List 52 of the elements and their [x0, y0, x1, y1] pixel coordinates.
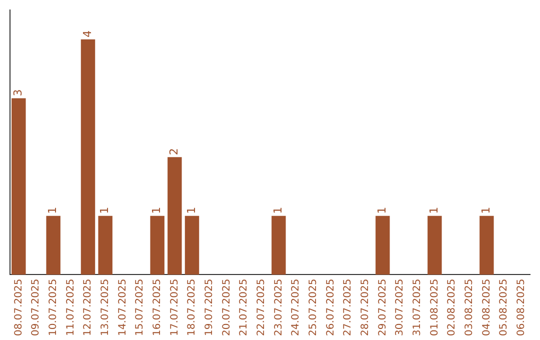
data-label: 3	[12, 89, 25, 96]
x-tick-label: 31.07.2025	[412, 278, 423, 336]
data-label: 1	[272, 206, 285, 214]
x-tick-label: 15.07.2025	[134, 278, 146, 336]
x-tick-label: 22.07.2025	[256, 278, 267, 336]
bar	[12, 98, 26, 275]
data-label: 1	[98, 206, 112, 214]
bar	[428, 216, 442, 275]
x-tick-label: 01.08.2025	[429, 278, 440, 336]
bar	[168, 157, 182, 275]
bar	[46, 216, 60, 275]
x-tick-label: 23.07.2025	[273, 278, 284, 336]
x-tick-label: 19.07.2025	[204, 278, 215, 336]
bar	[376, 216, 390, 275]
x-tick-label: 13.07.2025	[100, 278, 111, 336]
data-label: 1	[150, 206, 164, 214]
x-tick-label: 05.08.2025	[498, 278, 510, 336]
x-tick-label: 09.07.2025	[30, 278, 42, 336]
x-tick-label: 11.07.2025	[65, 278, 76, 336]
x-tick-label: 10.07.2025	[48, 278, 59, 336]
bar	[480, 216, 494, 275]
x-tick-label: 17.07.2025	[169, 278, 180, 336]
x-tick-label: 30.07.2025	[394, 278, 406, 336]
data-label: 2	[168, 148, 181, 156]
bar	[150, 216, 164, 275]
x-tick-label: 16.07.2025	[152, 278, 163, 336]
data-label: 1	[428, 206, 441, 214]
data-label: 1	[184, 206, 198, 214]
x-tick-label: 29.07.2025	[377, 278, 388, 336]
data-label: 1	[480, 206, 493, 214]
x-tick-label: 08.07.2025	[13, 278, 24, 336]
x-tick-label: 20.07.2025	[221, 278, 232, 336]
x-tick-label: 18.07.2025	[186, 278, 198, 336]
x-tick-label: 04.08.2025	[481, 278, 492, 336]
x-tick-label: 21.07.2025	[238, 278, 250, 336]
x-tick-label: 02.08.2025	[446, 278, 458, 336]
x-tick-label: 25.07.2025	[308, 278, 319, 336]
bar	[272, 216, 286, 275]
bar	[184, 216, 200, 275]
bar	[98, 216, 112, 275]
x-tick-label: 24.07.2025	[290, 278, 302, 336]
x-tick-label: 14.07.2025	[117, 278, 128, 336]
data-label: 1	[46, 206, 60, 214]
x-tick-label: 28.07.2025	[360, 278, 371, 336]
x-tick-label: 27.07.2025	[342, 278, 354, 336]
x-tick-label: 26.07.2025	[325, 278, 336, 336]
x-tick-label: 12.07.2025	[82, 278, 94, 336]
data-label: 4	[80, 30, 94, 38]
x-tick-label: 03.08.2025	[464, 278, 475, 336]
x-tick-label: 06.08.2025	[516, 278, 527, 336]
bar	[80, 39, 96, 275]
data-label: 1	[376, 206, 389, 214]
